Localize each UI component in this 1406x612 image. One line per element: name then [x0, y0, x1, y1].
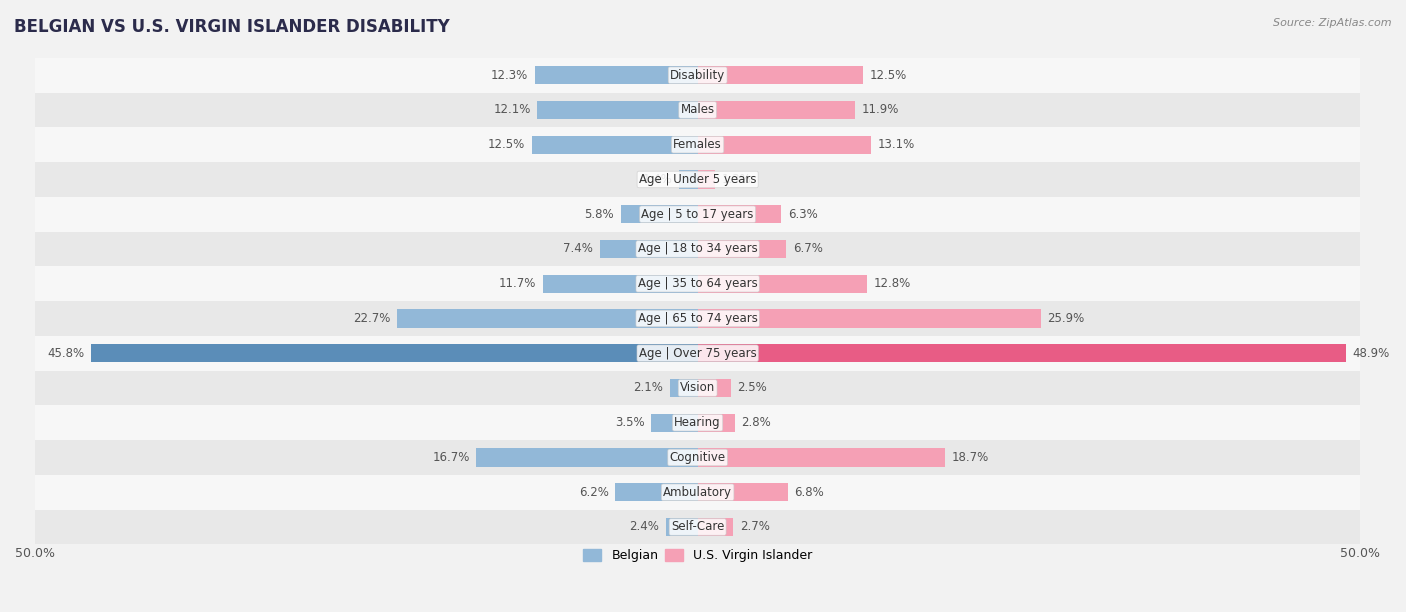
Bar — [35, 58, 1360, 92]
Bar — [669, 379, 697, 397]
Bar — [35, 510, 1360, 545]
Text: 12.3%: 12.3% — [491, 69, 529, 82]
Bar — [679, 170, 697, 188]
Text: 11.9%: 11.9% — [862, 103, 900, 116]
Bar — [35, 266, 1360, 301]
Bar — [697, 101, 855, 119]
Bar — [396, 310, 697, 327]
Text: 2.5%: 2.5% — [737, 381, 768, 395]
Text: 22.7%: 22.7% — [353, 312, 391, 325]
Bar — [697, 414, 735, 432]
Text: BELGIAN VS U.S. VIRGIN ISLANDER DISABILITY: BELGIAN VS U.S. VIRGIN ISLANDER DISABILI… — [14, 18, 450, 36]
Text: Vision: Vision — [681, 381, 716, 395]
Text: Cognitive: Cognitive — [669, 451, 725, 464]
Text: 48.9%: 48.9% — [1353, 347, 1389, 360]
Text: Females: Females — [673, 138, 723, 151]
Bar — [697, 205, 782, 223]
Bar — [621, 205, 697, 223]
Text: 16.7%: 16.7% — [432, 451, 470, 464]
Bar — [35, 371, 1360, 405]
Text: Self-Care: Self-Care — [671, 520, 724, 534]
Text: Age | 65 to 74 years: Age | 65 to 74 years — [638, 312, 758, 325]
Text: Disability: Disability — [671, 69, 725, 82]
Text: Hearing: Hearing — [675, 416, 721, 429]
Bar — [599, 240, 697, 258]
Text: 6.3%: 6.3% — [787, 207, 817, 221]
Text: 1.3%: 1.3% — [721, 173, 751, 186]
Text: 12.8%: 12.8% — [875, 277, 911, 290]
Text: 2.8%: 2.8% — [741, 416, 770, 429]
Bar — [35, 336, 1360, 371]
Bar — [35, 475, 1360, 510]
Text: 1.4%: 1.4% — [643, 173, 672, 186]
Text: 12.5%: 12.5% — [870, 69, 907, 82]
Bar — [697, 275, 868, 293]
Text: 6.7%: 6.7% — [793, 242, 823, 255]
Text: 11.7%: 11.7% — [499, 277, 536, 290]
Text: 12.1%: 12.1% — [494, 103, 530, 116]
Bar — [697, 170, 714, 188]
Text: 6.2%: 6.2% — [579, 486, 609, 499]
Text: 18.7%: 18.7% — [952, 451, 990, 464]
Bar — [90, 344, 697, 362]
Bar — [35, 301, 1360, 336]
Bar — [697, 310, 1040, 327]
Legend: Belgian, U.S. Virgin Islander: Belgian, U.S. Virgin Islander — [578, 544, 818, 567]
Bar — [616, 483, 697, 501]
Text: Age | Over 75 years: Age | Over 75 years — [638, 347, 756, 360]
Bar — [35, 231, 1360, 266]
Text: 2.7%: 2.7% — [740, 520, 770, 534]
Text: Age | 5 to 17 years: Age | 5 to 17 years — [641, 207, 754, 221]
Bar — [543, 275, 697, 293]
Bar — [697, 66, 863, 84]
Bar — [35, 127, 1360, 162]
Text: Ambulatory: Ambulatory — [664, 486, 733, 499]
Bar — [35, 162, 1360, 197]
Bar — [697, 483, 787, 501]
Text: 2.4%: 2.4% — [630, 520, 659, 534]
Text: 6.8%: 6.8% — [794, 486, 824, 499]
Text: Age | 18 to 34 years: Age | 18 to 34 years — [638, 242, 758, 255]
Text: Age | Under 5 years: Age | Under 5 years — [638, 173, 756, 186]
Bar — [697, 379, 731, 397]
Text: Age | 35 to 64 years: Age | 35 to 64 years — [638, 277, 758, 290]
Bar — [35, 92, 1360, 127]
Text: 2.1%: 2.1% — [633, 381, 664, 395]
Text: 7.4%: 7.4% — [562, 242, 593, 255]
Bar — [651, 414, 697, 432]
Bar — [697, 449, 945, 466]
Text: 25.9%: 25.9% — [1047, 312, 1085, 325]
Bar — [35, 197, 1360, 231]
Text: Males: Males — [681, 103, 714, 116]
Bar — [697, 240, 786, 258]
Bar — [35, 440, 1360, 475]
Bar — [477, 449, 697, 466]
Text: 3.5%: 3.5% — [614, 416, 644, 429]
Text: 13.1%: 13.1% — [877, 138, 915, 151]
Text: 12.5%: 12.5% — [488, 138, 526, 151]
Bar — [697, 136, 872, 154]
Bar — [534, 66, 697, 84]
Text: 5.8%: 5.8% — [585, 207, 614, 221]
Bar — [531, 136, 697, 154]
Bar — [537, 101, 697, 119]
Bar — [666, 518, 697, 536]
Bar — [697, 518, 734, 536]
Bar — [35, 405, 1360, 440]
Bar — [697, 344, 1346, 362]
Text: 45.8%: 45.8% — [46, 347, 84, 360]
Text: Source: ZipAtlas.com: Source: ZipAtlas.com — [1274, 18, 1392, 28]
